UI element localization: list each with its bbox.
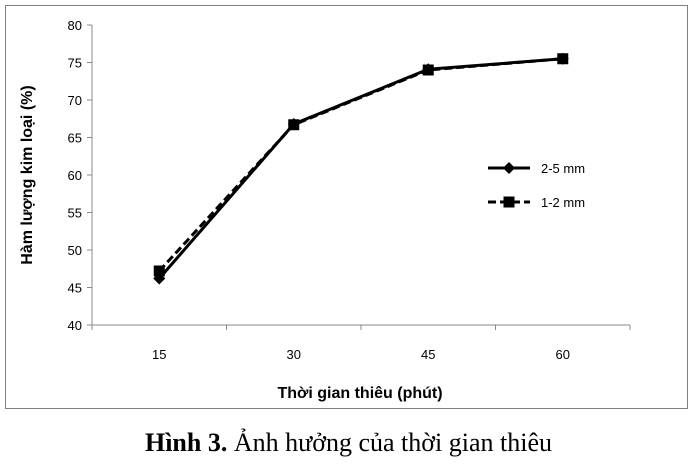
x-tick-label: 30 xyxy=(287,347,301,362)
y-tick-label: 70 xyxy=(68,93,82,108)
y-tick-label: 60 xyxy=(68,168,82,183)
x-tick-label: 15 xyxy=(152,347,166,362)
data-point xyxy=(153,265,165,277)
caption-text: Ảnh hưởng của thời gian thiêu xyxy=(227,428,553,457)
y-tick-label: 45 xyxy=(68,281,82,296)
y-tick-label: 50 xyxy=(68,243,82,258)
chart-frame xyxy=(5,5,688,409)
data-point xyxy=(422,64,434,76)
y-tick-label: 65 xyxy=(68,131,82,146)
chart-ticks: 40 45 50 55 60 65 70 75 80 15 30 45 60 xyxy=(68,18,631,362)
data-point xyxy=(557,53,569,65)
y-tick-label: 75 xyxy=(68,56,82,71)
legend-marker xyxy=(503,162,515,174)
data-point xyxy=(288,119,300,131)
x-axis-title: Thời gian thiêu (phút) xyxy=(277,385,442,402)
legend-label: 2-5 mm xyxy=(541,161,585,176)
y-tick-label: 80 xyxy=(68,18,82,33)
caption-label: Hình 3. xyxy=(144,428,228,457)
line-chart: 40 45 50 55 60 65 70 75 80 15 30 45 60 Thời gian thi… xyxy=(19,18,631,402)
x-tick-label: 60 xyxy=(556,347,570,362)
y-tick-label: 40 xyxy=(68,318,82,333)
series-line-1-2mm xyxy=(158,57,563,273)
chart-legend: 2-5 mm 1-2 mm xyxy=(488,161,585,210)
y-tick-label: 55 xyxy=(68,206,82,221)
chart-series xyxy=(153,52,569,285)
legend-label: 1-2 mm xyxy=(541,195,585,210)
figure-caption: Hình 3. Ảnh hưởng của thời gian thiêu xyxy=(0,428,697,458)
legend-marker xyxy=(503,196,515,208)
y-axis-title: Hàm lượng kim loại (%) xyxy=(19,85,36,264)
x-tick-label: 45 xyxy=(421,347,435,362)
